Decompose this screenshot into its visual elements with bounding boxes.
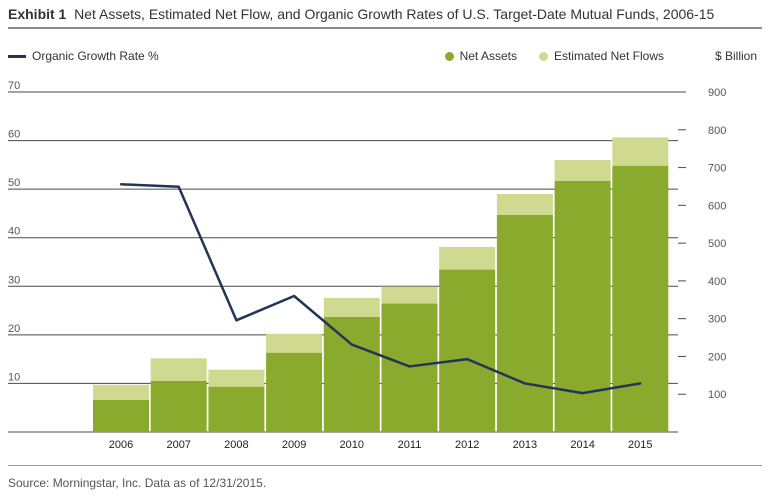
bar-net-assets <box>266 352 323 432</box>
net-flows-swatch <box>538 51 548 61</box>
y-right-tick-label: 700 <box>708 163 726 175</box>
organic-growth-point <box>119 183 123 186</box>
organic-growth-point <box>408 365 411 368</box>
x-tick-label: 2007 <box>166 439 190 451</box>
bar-net-flows <box>554 160 611 181</box>
bar-net-assets <box>93 399 149 432</box>
y-left-tick-label: 10 <box>8 371 20 383</box>
bar-net-assets <box>381 303 438 432</box>
x-tick-label: 2006 <box>109 439 133 451</box>
bar-net-flows <box>266 333 323 353</box>
y-left-tick-label: 60 <box>8 129 20 141</box>
exhibit-label: Exhibit 1 <box>8 6 67 22</box>
legend-net-assets-label: Net Assets <box>459 49 517 63</box>
y-left-tick-label: 30 <box>8 274 20 286</box>
y-right-tick-label: 800 <box>708 125 726 137</box>
organic-growth-point <box>639 382 642 385</box>
legend-line-label: Organic Growth Rate % <box>32 49 159 63</box>
x-tick-label: 2014 <box>570 439 594 451</box>
title-text: Net Assets, Estimated Net Flow, and Orga… <box>74 6 715 22</box>
footer-rule <box>8 465 762 466</box>
bar-net-flows <box>150 358 207 381</box>
y-left-tick-label: 20 <box>8 323 20 335</box>
y-right-tick-label: 100 <box>708 389 726 401</box>
x-tick-label: 2008 <box>224 439 248 451</box>
organic-growth-point <box>466 357 469 361</box>
bar-net-flows <box>381 286 438 304</box>
bar-net-flows <box>93 384 149 400</box>
bar-net-assets <box>439 269 496 432</box>
bar-net-flows <box>208 369 265 387</box>
legend-net-flows-label: Estimated Net Flows <box>553 49 664 63</box>
y-right-tick-label: 600 <box>708 200 726 212</box>
bar-net-assets <box>496 214 553 432</box>
x-tick-label: 2015 <box>628 439 652 451</box>
title-rule <box>8 27 762 29</box>
organic-growth-point <box>177 185 180 188</box>
y-right-tick-label: 400 <box>708 276 726 288</box>
organic-growth-point <box>581 391 584 395</box>
legend-bars: Net Assets Estimated Net Flows <box>444 49 664 63</box>
net-assets-swatch <box>444 51 454 61</box>
chart-title: Exhibit 1 Net Assets, Estimated Net Flow… <box>8 6 714 22</box>
bar-net-flows <box>439 246 496 270</box>
y-right-tick-label: 200 <box>708 351 726 363</box>
source-note: Source: Morningstar, Inc. Data as of 12/… <box>8 476 267 490</box>
organic-growth-point <box>523 382 527 385</box>
right-axis-unit: $ Billion <box>714 49 757 63</box>
bar-net-assets <box>612 165 669 432</box>
x-tick-label: 2010 <box>340 439 364 451</box>
bar-net-assets <box>323 316 380 432</box>
x-tick-label: 2011 <box>398 439 422 451</box>
bar-net-flows <box>612 137 669 166</box>
y-left-tick-label: 70 <box>8 80 20 92</box>
bar-net-flows <box>496 194 553 215</box>
x-tick-label: 2012 <box>455 439 479 451</box>
bar-net-flows <box>323 297 380 317</box>
y-right-tick-label: 300 <box>708 314 726 326</box>
y-left-tick-label: 50 <box>8 177 20 189</box>
x-tick-label: 2013 <box>513 439 537 451</box>
y-right-tick-label: 900 <box>708 87 726 99</box>
legend-line-entry: Organic Growth Rate % <box>8 49 159 63</box>
organic-growth-line <box>120 183 641 395</box>
organic-growth-point <box>292 294 296 298</box>
line-swatch <box>8 54 26 58</box>
y-right-tick-label: 500 <box>708 238 726 250</box>
bar-net-assets <box>150 381 207 432</box>
organic-growth-point <box>235 319 238 322</box>
y-left-tick-label: 40 <box>8 226 20 238</box>
bar-net-assets <box>208 386 265 432</box>
x-tick-label: 2009 <box>282 439 306 451</box>
organic-growth-point <box>350 343 353 346</box>
